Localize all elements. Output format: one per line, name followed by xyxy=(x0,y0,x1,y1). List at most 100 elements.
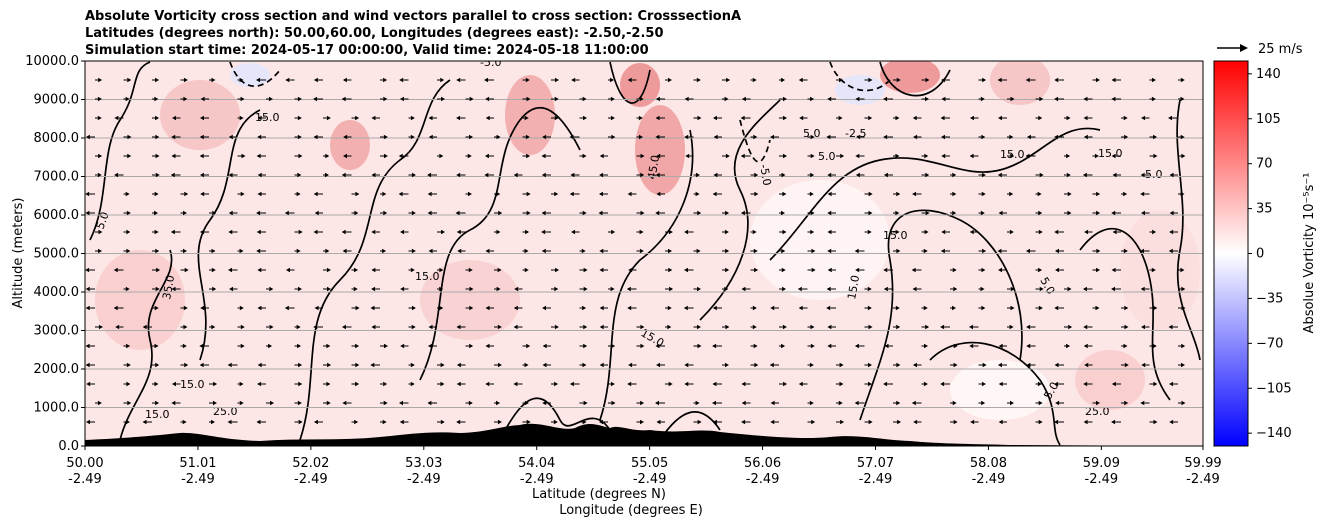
wind-vector-head xyxy=(1169,229,1174,235)
wind-vector-head xyxy=(439,153,444,159)
wind-vector-head xyxy=(640,400,645,406)
contour-label: 5.0 xyxy=(803,127,821,140)
wind-vector-head xyxy=(496,400,501,406)
wind-vector-head xyxy=(526,210,531,216)
wind-vector-head xyxy=(456,362,461,368)
wind-vector-head xyxy=(383,96,388,102)
wind-vector-head xyxy=(1151,267,1156,273)
wind-vector-head xyxy=(611,343,616,349)
wind-vector-head xyxy=(85,305,90,311)
wind-vector-head xyxy=(683,305,688,311)
wind-vector-head xyxy=(1152,134,1157,140)
wind-vector-head xyxy=(440,419,445,425)
wind-vector-head xyxy=(239,115,244,121)
wind-vector-head xyxy=(896,248,901,254)
wind-vector-head xyxy=(1096,191,1101,197)
wind-vector-head xyxy=(353,286,358,292)
wind-vector-head xyxy=(456,172,461,178)
wind-vectors xyxy=(85,77,1186,425)
wind-vector-head xyxy=(1111,267,1116,273)
wind-vector-head xyxy=(1025,248,1030,254)
wind-vector-head xyxy=(981,191,986,197)
wind-vector-head xyxy=(1095,305,1100,311)
wind-vector-head xyxy=(154,305,159,311)
wind-vector-head xyxy=(980,210,985,216)
x-tick-label-lon: -2.49 xyxy=(407,472,441,487)
wind-vector-head xyxy=(383,77,388,83)
contour-line xyxy=(609,61,651,104)
wind-vector-head xyxy=(125,191,130,197)
wind-vector-head xyxy=(1054,134,1059,140)
contour-line xyxy=(119,249,173,441)
wind-vector-head xyxy=(867,286,872,292)
wind-vector-head xyxy=(526,153,531,159)
wind-vector-head xyxy=(211,324,216,330)
wind-vector-head xyxy=(1066,343,1071,349)
wind-vector-head xyxy=(925,96,930,102)
wind-vector-head xyxy=(212,286,217,292)
wind-vector-head xyxy=(498,210,503,216)
wind-vector-head xyxy=(582,419,587,425)
wind-vector-head xyxy=(810,134,815,140)
wind-vector-head xyxy=(781,248,786,254)
wind-vector-head xyxy=(1141,115,1146,121)
wind-vector-head xyxy=(171,400,176,406)
wind-vector-head xyxy=(782,229,787,235)
wind-vector-head xyxy=(868,191,873,197)
wind-vector-head xyxy=(257,305,262,311)
wind-vector-head xyxy=(256,210,261,216)
wind-vector-head xyxy=(170,229,175,235)
wind-vector-head xyxy=(599,248,604,254)
vorticity-blob xyxy=(990,61,1050,105)
wind-vector-head xyxy=(469,343,474,349)
wind-vector-head xyxy=(155,153,160,159)
vorticity-blob xyxy=(330,120,370,170)
wind-vector-head xyxy=(526,191,531,197)
wind-vector-head xyxy=(655,210,660,216)
wind-vector-head xyxy=(326,286,331,292)
wind-vector-head xyxy=(441,96,446,102)
wind-vector-head xyxy=(895,229,900,235)
contour-line xyxy=(879,61,951,97)
wind-vector-head xyxy=(440,362,445,368)
wind-vector-head xyxy=(485,115,490,121)
wind-vector-head xyxy=(668,248,673,254)
wind-vector-head xyxy=(228,229,233,235)
contour-label: 15.0 xyxy=(180,378,205,391)
wind-vector-head xyxy=(810,210,815,216)
vorticity-blob xyxy=(505,75,555,155)
wind-vector-head xyxy=(925,210,930,216)
wind-vector-head xyxy=(868,210,873,216)
wind-vector-head xyxy=(1181,400,1186,406)
wind-vector-head xyxy=(211,77,216,83)
wind-vector-head xyxy=(440,77,445,83)
wind-vector-head xyxy=(1111,286,1116,292)
wind-vector-head xyxy=(199,343,204,349)
wind-vector-head xyxy=(370,305,375,311)
wind-vector-head xyxy=(1152,343,1157,349)
wind-vector-head xyxy=(599,305,604,311)
wind-vector-head xyxy=(114,172,119,178)
wind-vector-head xyxy=(240,96,245,102)
wind-vector-head xyxy=(855,96,860,102)
wind-vector-head xyxy=(783,115,788,121)
wind-vector-head xyxy=(240,191,245,197)
wind-vector-head xyxy=(725,267,730,273)
wind-vector-head xyxy=(1038,305,1043,311)
wind-vector-head xyxy=(1140,191,1145,197)
wind-vector-head xyxy=(912,115,917,121)
wind-vector-head xyxy=(85,343,90,349)
wind-vector-head xyxy=(1083,343,1088,349)
wind-vector-head xyxy=(583,400,588,406)
wind-vector-head xyxy=(410,381,415,387)
wind-vector-head xyxy=(325,248,330,254)
wind-vector-head xyxy=(782,191,787,197)
wind-vector-head xyxy=(1139,248,1144,254)
vorticity-blob xyxy=(1120,210,1200,330)
wind-vector-head xyxy=(113,267,118,273)
wind-vector-head xyxy=(896,362,901,368)
wind-vector-head xyxy=(583,324,588,330)
wind-vector-head xyxy=(457,248,462,254)
wind-vector-head xyxy=(883,286,888,292)
